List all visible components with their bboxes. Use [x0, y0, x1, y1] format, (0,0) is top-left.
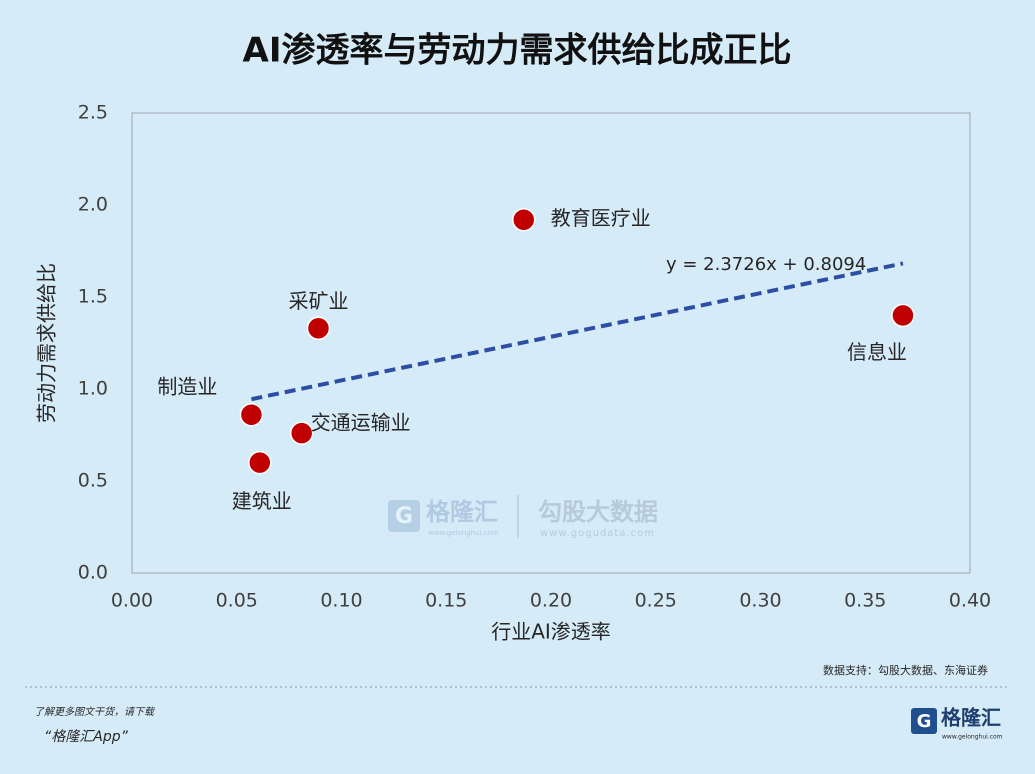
- x-tick-label: 0.05: [216, 590, 258, 612]
- point-label: 信息业: [847, 340, 907, 364]
- y-tick-label: 2.5: [78, 102, 108, 124]
- x-tick-label: 0.40: [949, 590, 991, 612]
- y-tick-label: 2.0: [78, 194, 108, 216]
- trendline: [251, 261, 904, 402]
- point-label: 建筑业: [232, 489, 292, 513]
- footer-app: “格隆汇App”: [44, 729, 129, 745]
- data-point: [512, 207, 536, 232]
- y-tick-label: 1.5: [78, 286, 108, 308]
- x-tick-label: 0.00: [111, 590, 153, 612]
- y-tick-label: 0.5: [78, 470, 108, 492]
- watermark: G 格隆汇 www.gelonghui.com 勾股大数据 www.goguda…: [388, 495, 658, 539]
- y-tick-label: 1.0: [78, 378, 108, 400]
- footer-logo-url: www.gelonghui.com: [942, 734, 1003, 741]
- x-tick-label: 0.30: [739, 590, 781, 612]
- watermark-brand-url: www.gelonghui.com: [428, 529, 499, 537]
- data-point: [289, 421, 314, 445]
- footer-logo: 格隆汇: [941, 706, 1001, 730]
- x-tick-label: 0.20: [530, 590, 572, 612]
- data-point: [891, 303, 915, 328]
- x-tick-label: 0.25: [635, 590, 677, 612]
- logo-icon: [911, 708, 937, 734]
- point-label: 教育医疗业: [551, 206, 651, 230]
- watermark-icon-letter: G: [395, 504, 413, 529]
- watermark-partner-url: www.gogudata.com: [540, 528, 655, 539]
- watermark-icon: [388, 500, 420, 532]
- plot-frame: [131, 112, 971, 574]
- source-note: 数据支持：勾股大数据、东海证券: [823, 663, 988, 677]
- watermark-partner: 勾股大数据: [538, 498, 658, 526]
- point-label: 采矿业: [288, 289, 348, 313]
- data-point: [306, 316, 331, 341]
- watermark-brand: 格隆汇: [426, 498, 498, 526]
- point-label: 制造业: [157, 374, 217, 398]
- trendline-equation: y = 2.3726x + 0.8094: [666, 254, 866, 275]
- point-label: 交通运输业: [311, 411, 411, 435]
- x-tick-label: 0.10: [320, 590, 362, 612]
- y-tick-label: 0.0: [78, 562, 108, 584]
- data-point: [239, 403, 264, 427]
- x-tick-label: 0.35: [844, 590, 886, 612]
- chart-title: AI渗透率与劳动力需求供给比成正比: [243, 31, 792, 71]
- x-axis-title: 行业AI渗透率: [491, 620, 611, 644]
- data-point: [248, 450, 272, 475]
- footer-prompt: 了解更多图文干货，请下载: [34, 706, 156, 718]
- y-axis-title: 劳动力需求供给比: [35, 263, 59, 423]
- x-tick-label: 0.15: [425, 590, 467, 612]
- logo-icon-letter: G: [917, 711, 932, 732]
